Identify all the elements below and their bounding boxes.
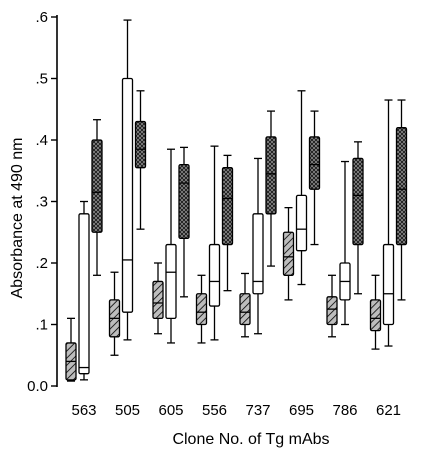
box-open: [165, 243, 177, 320]
box-hatched: [326, 296, 338, 326]
box-open: [252, 213, 264, 295]
box-crosshatched: [221, 167, 234, 246]
x-tick-label: 786: [332, 402, 357, 419]
box-crosshatched: [178, 163, 190, 240]
box-open: [382, 243, 395, 326]
box-open: [121, 77, 134, 313]
box-open: [208, 243, 221, 307]
y-tick-label: .3: [35, 194, 48, 211]
y-tick-label: .2: [35, 255, 48, 272]
box-hatched: [152, 280, 164, 320]
x-tick-label: 505: [115, 402, 140, 419]
box-crosshatched: [91, 139, 103, 233]
box-crosshatched: [308, 136, 321, 190]
y-tick-label: .6: [35, 9, 48, 26]
x-tick-label: 737: [245, 402, 270, 419]
y-tick-label: .4: [35, 132, 48, 149]
box-crosshatched: [395, 127, 408, 246]
y-tick-label: .1: [35, 317, 48, 334]
box-hatched: [282, 231, 295, 276]
box-open: [78, 213, 90, 375]
x-tick-label: 605: [158, 402, 183, 419]
box-crosshatched: [265, 136, 277, 215]
x-tick-label: 695: [289, 402, 314, 419]
box-open: [295, 194, 308, 252]
x-tick-label: 621: [376, 402, 401, 419]
x-tick-label: 556: [202, 402, 227, 419]
box-hatched: [195, 293, 208, 326]
y-tick-label: 0.0: [27, 378, 48, 395]
x-tick-label: 563: [71, 402, 96, 419]
box-crosshatched: [352, 157, 364, 246]
box-hatched: [239, 293, 251, 326]
y-axis-title: Absorbance at 490 nm: [9, 138, 26, 299]
box-hatched: [369, 299, 382, 332]
x-axis-title: Clone No. of Tg mAbs: [172, 431, 329, 448]
y-tick-label: .5: [35, 71, 48, 88]
box-crosshatched: [134, 120, 147, 169]
